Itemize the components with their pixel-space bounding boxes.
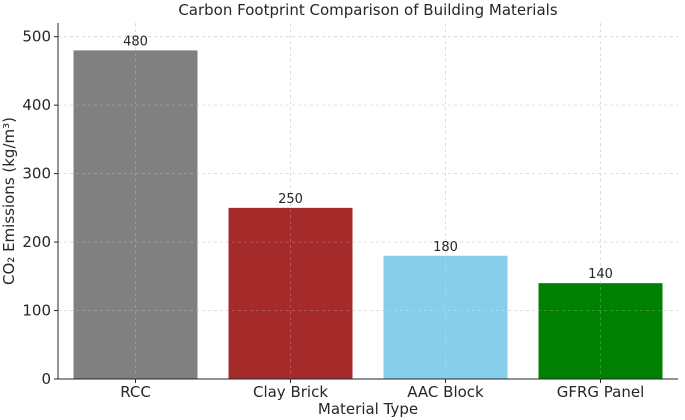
y-tick-label: 400 xyxy=(22,96,51,114)
bar-value-label: 180 xyxy=(433,240,458,255)
bars xyxy=(58,23,678,380)
y-tick-label: 500 xyxy=(22,28,51,46)
bar-value-label: 250 xyxy=(278,192,303,207)
y-tick-label: 0 xyxy=(41,370,51,388)
y-tick-label: 100 xyxy=(22,302,51,320)
x-tick-label: AAC Block xyxy=(407,383,484,401)
chart-title: Carbon Footprint Comparison of Building … xyxy=(178,1,558,19)
bar-aac-block xyxy=(383,255,508,379)
x-axis-label: Material Type xyxy=(318,400,418,418)
bar-value-label: 480 xyxy=(123,34,148,49)
x-tick-label: Clay Brick xyxy=(253,383,328,401)
axes xyxy=(57,23,678,380)
y-tick-label: 300 xyxy=(22,165,51,183)
x-ticks: RCC Clay Brick AAC Block GFRG Panel xyxy=(120,379,644,401)
y-ticks: 0 100 200 300 400 500 xyxy=(22,28,58,388)
bar-gfrg-panel xyxy=(538,283,663,379)
x-tick-label: GFRG Panel xyxy=(557,383,645,401)
bar-value-label: 140 xyxy=(588,267,613,282)
y-tick-label: 200 xyxy=(22,233,51,251)
x-tick-label: RCC xyxy=(120,383,151,401)
y-axis-label: CO₂ Emissions (kg/m³) xyxy=(0,117,18,285)
bar-rcc xyxy=(73,50,198,380)
bar-labels: 480 250 180 140 xyxy=(123,34,613,282)
bar-clay-brick xyxy=(228,207,353,379)
